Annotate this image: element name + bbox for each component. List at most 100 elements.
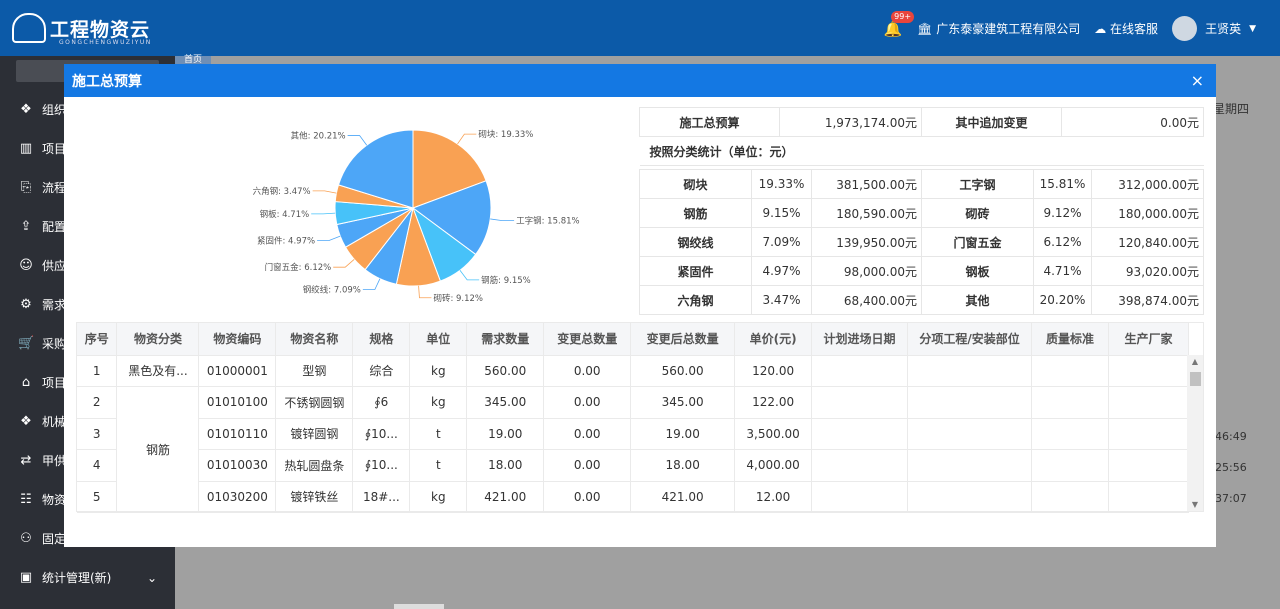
column-header[interactable]: 物资分类 [116,323,200,356]
table-cell: 0.00 [543,386,632,419]
table-cell: 18.00 [630,449,736,482]
company-name[interactable]: 🏛 广东泰豪建筑工程有限公司 [917,22,1081,36]
column-header[interactable]: 物资编码 [198,323,277,356]
sidebar-item[interactable]: ⌂ 项目 [0,363,175,402]
scroll-down-icon[interactable]: ▼ [1191,500,1199,509]
app-name: 工程物资云 [50,18,151,41]
pie-slice-label: 六角钢: 3.47% [253,186,311,197]
sidebar-item[interactable]: ⚇ 固定 [0,519,175,558]
sidebar-item[interactable]: ▥ 项目 [0,129,175,168]
sidebar-item[interactable]: ⇪ 配置 [0,207,175,246]
notification-bell-icon[interactable]: 🔔 99+ [883,10,915,39]
app-logo[interactable]: 工程物资云 GONGCHENGWUZIYUN [12,10,150,46]
table-row[interactable]: 5 01030200 镀锌铁丝 18#... kg 421.00 0.00 421.00 12.… [77,481,1190,513]
category-percent: 7.09% [751,227,812,257]
category-percent: 15.81% [1033,169,1092,199]
sidebar-item-label: 项目 [42,376,67,390]
category-name: 其他 [921,285,1034,315]
table-cell: 型钢 [275,355,354,387]
category-row: 紧固件 4.97% 98,000.00元 钢板 4.71% 93,020.00元 [639,256,1204,286]
table-row[interactable]: 3 01010110 镀锌圆钢 ∮10... t 19.00 0.00 19.00 3,500.… [77,418,1190,450]
column-header[interactable]: 质量标准 [1031,323,1109,356]
cloud-logo-icon [12,13,46,43]
table-cell: kg [409,386,468,419]
company-label: 广东泰豪建筑工程有限公司 [936,22,1081,36]
chevron-down-icon[interactable]: ▼ [1249,23,1256,34]
flow-icon: ⎘ [20,180,32,195]
table-cell [1031,481,1109,513]
sidebar-item-label: 固定 [42,532,67,546]
tree-icon: ⚇ [20,531,32,546]
sidebar-item[interactable]: 🛒 采购 [0,324,175,363]
user-name[interactable]: 王贤英 [1205,22,1242,36]
category-name: 砌块 [639,169,752,199]
vertical-scrollbar[interactable]: ▲ ▼ [1187,355,1203,511]
table-cell: 421.00 [630,481,736,513]
layers-icon: ❖ [20,102,32,117]
sidebar-item[interactable]: ❖ 组织 [0,90,175,129]
chevron-down-icon[interactable]: ⌄ [146,570,157,585]
column-header[interactable]: 序号 [77,323,118,356]
pie-chart: 砌块: 19.33% 工字钢: 15.81% 钢筋: 9.15% 砌砖: 9.12% 钢… [164,104,634,319]
table-cell: 01000001 [198,355,277,387]
table-cell: 122.00 [734,386,813,419]
sidebar-item[interactable]: ▣ 统计管理(新) ⌄ [0,558,175,597]
pie-slice[interactable] [411,180,492,256]
sidebar-item[interactable]: ⚙ 需求 [0,285,175,324]
category-percent: 6.12% [1033,227,1092,257]
close-icon[interactable]: × [1190,71,1204,90]
column-header[interactable]: 物资名称 [275,323,354,356]
column-header[interactable]: 变更后总数量 [630,323,736,356]
pie-slice[interactable] [412,129,487,209]
column-header[interactable]: 单位 [409,323,468,356]
cart-icon: 🛒 [18,336,35,351]
pie-slice-label: 钢筋: 9.15% [481,275,531,286]
table-cell [1108,418,1190,450]
table-cell: kg [409,481,468,513]
table-row[interactable]: 2 钢筋 01010100 不锈钢圆钢 ∮6 kg 345.00 0.00 345.00 122.… [77,386,1190,513]
column-header[interactable]: 分项工程/安装部位 [907,323,1032,356]
column-header[interactable]: 单价(元) [734,323,813,356]
column-header[interactable]: 需求数量 [466,323,545,356]
table-row[interactable]: 4 01010030 热轧圆盘条 ∮10... t 18.00 0.00 18.00 4,000… [77,449,1190,482]
sidebar-item[interactable]: ❖ 机械 [0,402,175,441]
column-header[interactable]: 变更总数量 [543,323,632,356]
category-name: 砌砖 [921,198,1034,228]
table-row[interactable]: 1 黑色及有... 01000001 型钢 综合 kg 560.00 0.00 560.00 12… [77,355,1190,387]
sidebar-item[interactable]: ☺ 供应 [0,246,175,285]
tab-home[interactable]: 首页 [175,56,211,65]
column-header[interactable]: 生产厂家 [1108,323,1190,356]
table-cell: 01010030 [198,449,277,482]
sidebar-item[interactable]: ⇄ 甲供 [0,441,175,480]
table-cell: 4,000.00 [734,449,813,482]
category-amount: 98,000.00元 [811,256,922,286]
materials-table: 序号 物资分类 物资编码 物资名称 规格 单位 需求数量 变更总数量 变更后总数量 单价(元) 计划… [76,322,1204,513]
online-service-link[interactable]: ☁ 在线客服 [1094,22,1159,36]
category-percent: 9.12% [1033,198,1092,228]
category-name: 钢筋 [639,198,752,228]
pie-chart-svg: 砌块: 19.33% 工字钢: 15.81% 钢筋: 9.15% 砌砖: 9.12% 钢… [253,129,580,304]
column-header[interactable]: 计划进场日期 [811,323,909,356]
avatar[interactable] [1172,16,1198,41]
table-cell [1031,355,1109,387]
budget-modal: 施工总预算 × 砌块: 19.33% 工字钢: 15.81% 钢筋: 9.15% 砌砖… [64,64,1216,547]
weekday-text: 星期四 [1213,102,1250,116]
table-cell [907,449,1032,482]
table-cell [811,481,909,513]
category-title: 按照分类统计（单位：元） [639,136,1204,166]
category-percent: 20.20% [1033,285,1092,315]
table-cell: 19.00 [630,418,736,450]
category-amount: 398,874.00元 [1091,285,1204,315]
category-row: 钢绞线 7.09% 139,950.00元 门窗五金 6.12% 120,840.00元 [639,227,1204,257]
sidebar-item[interactable]: ⎘ 流程 [0,168,175,207]
sidebar-item[interactable]: ☷ 物资 [0,480,175,519]
time-text: 37:07 [1215,492,1247,505]
scrollbar-thumb[interactable] [1190,372,1201,386]
table-cell: 0.00 [543,355,632,387]
sidebar-item-label: 甲供 [42,454,67,468]
sidebar-item-label: 供应 [42,259,67,273]
scroll-up-icon[interactable]: ▲ [1191,357,1199,366]
table-cell [1031,418,1109,450]
table-cell: 不锈钢圆钢 [275,386,354,419]
column-header[interactable]: 规格 [352,323,411,356]
